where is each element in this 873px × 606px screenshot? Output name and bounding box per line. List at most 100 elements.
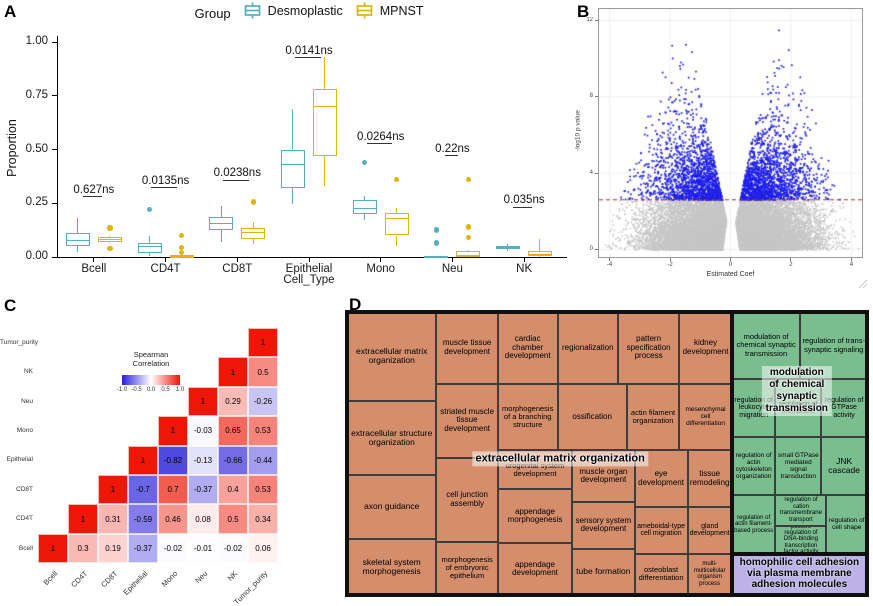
whisker-upper (220, 206, 222, 218)
whisker-lower (292, 188, 294, 205)
legend-title: Group (194, 5, 231, 21)
y-tick-label: 0 (589, 245, 593, 252)
y-tick-label: 0.50 (25, 142, 48, 155)
median-line (384, 218, 409, 220)
whisker-upper (507, 244, 509, 246)
whisker-upper (109, 235, 111, 237)
whisker-lower (395, 235, 397, 247)
x-tick (380, 258, 382, 262)
whisker-lower (507, 249, 509, 252)
heatmap-cell: -0.82 (158, 445, 188, 475)
box (281, 149, 305, 189)
heatmap-cell: -0.66 (218, 445, 248, 475)
whisker-upper (324, 57, 326, 90)
treemap-cell: tissue remodeling (687, 450, 732, 508)
x-tick (850, 258, 852, 261)
x-tick-label: CD4T (150, 263, 181, 275)
treemap-cell: mesenchymal cell differentiation (679, 383, 732, 451)
treemap-cell: regulation of actin filament-based proce… (731, 495, 776, 554)
x-tick (523, 258, 525, 262)
heatmap-cell: 1 (188, 386, 218, 417)
box (137, 243, 162, 253)
heatmap-cell: 0.46 (158, 504, 188, 534)
treemap-group-label: modulation of chemical synaptic transmis… (761, 366, 832, 417)
x-tick (236, 258, 238, 262)
pvalue-annotation: 0.0238ns (213, 167, 261, 181)
treemap-cell: actin filament organization (626, 383, 680, 451)
heatmap-cell: -0.02 (218, 533, 248, 564)
legend-gradient-bar (122, 375, 180, 385)
heatmap-cell: -0.01 (188, 533, 218, 564)
box (456, 250, 481, 257)
heatmap-cell: 0.3 (68, 533, 98, 564)
heatmap-cell: 0.4 (218, 475, 248, 505)
y-tick-label: 0.25 (25, 196, 48, 209)
legend-tick-label: -0.5 (131, 387, 142, 393)
heatmap-row-label: CD8T (16, 485, 33, 493)
whisker-lower (220, 230, 222, 242)
legend-item-label: MPNST (379, 3, 424, 18)
heatmap-cell: 0.65 (218, 416, 248, 446)
whisker-upper (77, 218, 79, 234)
treemap-cell: striated muscle tissue development (436, 383, 498, 458)
heatmap-cell: -0.03 (188, 416, 218, 446)
legend-items: Desmoplastic MPNST (231, 2, 424, 24)
legend-tick-label: 0.5 (161, 387, 170, 393)
y-tick (52, 149, 57, 150)
treemap-cell: appendage development (497, 543, 573, 595)
treemap-cell: appendage morphogenesis (497, 489, 573, 544)
treemap-cell: JNK cascade (821, 437, 867, 496)
box (352, 200, 377, 214)
x-tick (165, 258, 167, 262)
outlier-dot (394, 176, 400, 183)
group-legend: Group Desmoplastic MPNST (58, 2, 560, 24)
median-line (97, 238, 122, 240)
treemap-cell: tube formation (572, 548, 635, 595)
heatmap-row-label: Neu (21, 397, 33, 405)
panel-c-heatmap: C Spearman Correlation Bcell 1 0.3 0.19 -0.3… (0, 295, 345, 606)
whisker-upper (252, 221, 254, 228)
heatmap-cell: 1 (98, 475, 128, 505)
outlier-dot (465, 234, 472, 241)
x-tick (451, 258, 453, 262)
boxplot-glyph-icon (244, 2, 261, 19)
treemap-cell: regulation of cation transmembrane trans… (775, 495, 827, 526)
outlier-dot (107, 225, 113, 231)
pvalue-annotation: 0.22ns (435, 142, 470, 157)
median-line (528, 253, 553, 255)
heatmap-cell: 1 (38, 533, 68, 564)
whisker-upper (395, 207, 397, 213)
x-tick-label: Bcell (81, 263, 107, 275)
x-tick-label: Epithelial (285, 263, 333, 275)
heatmap-cell: -0.26 (248, 386, 278, 417)
y-tick-label: 1.00 (25, 35, 48, 47)
whisker-lower (324, 155, 326, 187)
pvalue-annotation: 0.0141ns (285, 44, 333, 59)
legend-tick-label: 1.0 (175, 387, 185, 393)
outlier-dot (178, 244, 185, 251)
treemap-cell: homophilic cell adhesion via plasma memb… (731, 553, 867, 595)
heatmap-cell: 0.53 (248, 475, 278, 505)
whisker-lower (539, 256, 541, 257)
treemap-cell: regulation of cell shape (826, 495, 867, 554)
treemap-cell: morphogenesis of a branching structure (497, 383, 558, 451)
treemap-area: extracellular matrix organization extrace… (345, 310, 869, 597)
x-tick (609, 258, 611, 261)
median-line (352, 207, 377, 209)
x-tick-label: Neu (441, 263, 463, 275)
whisker-lower (252, 238, 254, 245)
outlier-dot (250, 199, 256, 205)
y-tick (52, 95, 57, 97)
treemap-cell: skeletal system morphogenesis (347, 538, 437, 595)
median-line (65, 239, 90, 241)
x-tick-label: NK (516, 263, 533, 275)
median-line (209, 222, 234, 224)
outlier-dot (146, 207, 153, 213)
heatmap-cell: -0.44 (248, 445, 278, 475)
heatmap-row-label: Bcell (18, 544, 33, 552)
heatmap-legend-title-line2: Correlation (132, 359, 170, 368)
y-tick-label: 12 (586, 16, 593, 23)
panel-a-label: A (4, 2, 17, 21)
heatmap-cell: -0.37 (188, 475, 218, 505)
heatmap-cell: 0.5 (248, 357, 278, 387)
